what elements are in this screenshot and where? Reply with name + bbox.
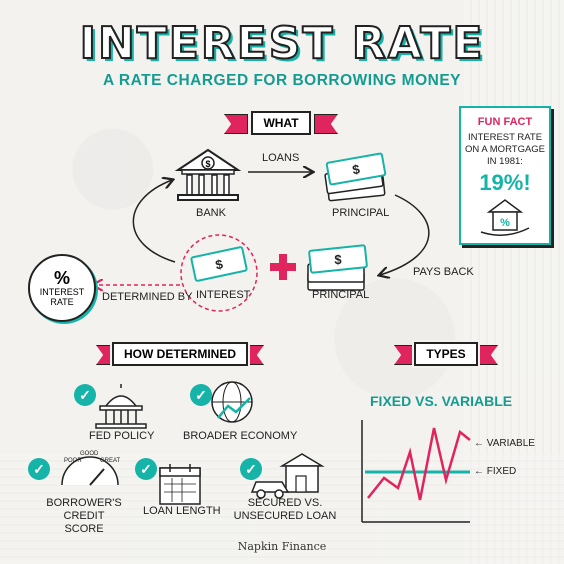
- svg-text:$: $: [205, 159, 210, 169]
- page-subtitle: A RATE CHARGED FOR BORROWING MONEY: [103, 72, 461, 89]
- globe-chart-icon: [211, 381, 253, 423]
- broader-economy-label: BROADER ECONOMY: [183, 430, 298, 442]
- check-icon: ✓: [240, 458, 262, 480]
- loan-length-label: LOAN LENGTH: [143, 505, 221, 517]
- what-banner-label: WHAT: [251, 111, 311, 135]
- car-house-icon: [250, 453, 325, 499]
- gauge-great-label: GREAT: [100, 458, 121, 464]
- variable-rate-line: [367, 427, 471, 501]
- variable-label: ← VARIABLE: [474, 438, 535, 449]
- check-icon: ✓: [190, 384, 212, 406]
- interest-label: INTEREST: [196, 289, 251, 301]
- fun-fact-heading: FUN FACT: [477, 116, 533, 128]
- page-title: INTEREST RATE: [79, 17, 485, 70]
- bill-icon: $: [190, 246, 248, 282]
- credit-score-label: BORROWER'S CREDIT SCORE: [46, 497, 122, 535]
- bank-icon: $: [174, 148, 242, 201]
- calendar-icon: [159, 464, 201, 505]
- capitol-icon: [95, 384, 147, 429]
- determined-by-label: DETERMINED BY: [102, 291, 193, 303]
- loans-label: LOANS: [262, 152, 300, 164]
- types-title: FIXED VS. VARIABLE: [370, 393, 513, 409]
- percent-icon: %: [53, 268, 70, 288]
- interest-highlight-circle: [180, 234, 258, 312]
- gauge-poor-label: POOR: [64, 458, 82, 464]
- fixed-label: ← FIXED: [474, 466, 517, 477]
- fun-fact-card: FUN FACT INTEREST RATE ON A MORTGAGE IN …: [459, 106, 551, 245]
- plus-icon: [270, 254, 296, 280]
- how-determined-banner-label: HOW DETERMINED: [112, 342, 248, 366]
- gauge-icon: [61, 456, 119, 486]
- principal-top-label: PRINCIPAL: [332, 207, 390, 219]
- check-icon: ✓: [74, 384, 96, 406]
- principal-bottom-label: PRINCIPAL: [312, 289, 370, 301]
- bank-label: BANK: [196, 207, 226, 219]
- svg-text:%: %: [500, 217, 510, 229]
- footer-brand: Napkin Finance: [237, 540, 327, 553]
- house-percent-icon: %: [480, 199, 530, 236]
- napkin-edge-texture: [464, 0, 564, 564]
- svg-text:$: $: [214, 256, 225, 272]
- fed-policy-label: FED POLICY: [89, 430, 155, 442]
- secured-unsecured-label: SECURED VS. UNSECURED LOAN: [233, 497, 337, 522]
- money-stack-icon: $: [307, 244, 368, 291]
- gauge-good-label: GOOD: [80, 451, 99, 457]
- pays-back-label: PAYS BACK: [413, 266, 474, 278]
- money-stack-icon: $: [324, 152, 387, 202]
- interest-rate-label: INTEREST RATE: [39, 287, 85, 307]
- rate-chart: [361, 420, 471, 523]
- fun-fact-value: 19%!: [479, 170, 531, 195]
- types-banner: TYPES: [394, 341, 498, 367]
- check-icon: ✓: [28, 458, 50, 480]
- interest-rate-circle: % INTEREST RATE: [28, 254, 96, 322]
- types-banner-label: TYPES: [414, 342, 478, 366]
- svg-text:$: $: [351, 161, 361, 177]
- fun-fact-text: INTEREST RATE ON A MORTGAGE IN 1981:: [464, 132, 546, 167]
- check-icon: ✓: [135, 458, 157, 480]
- how-determined-banner: HOW DETERMINED: [96, 341, 264, 367]
- svg-text:$: $: [334, 252, 342, 267]
